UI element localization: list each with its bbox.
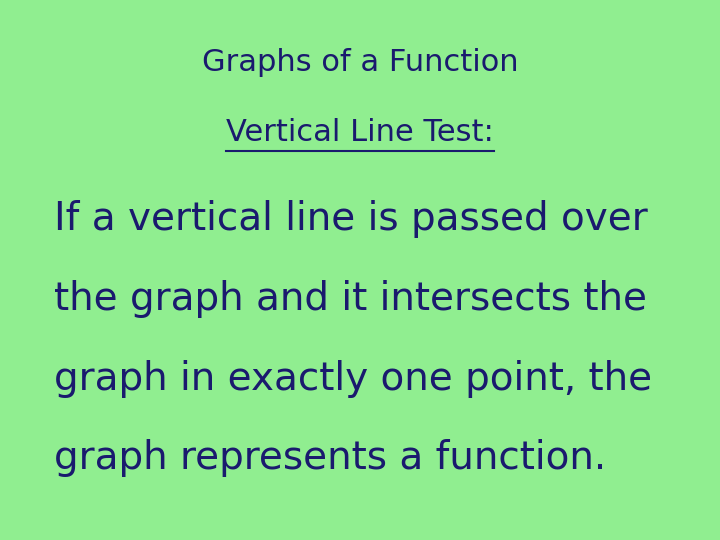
Text: graph represents a function.: graph represents a function.	[54, 440, 606, 477]
Text: the graph and it intersects the: the graph and it intersects the	[54, 280, 647, 318]
Text: Graphs of a Function: Graphs of a Function	[202, 48, 518, 77]
Text: Vertical Line Test:: Vertical Line Test:	[226, 118, 494, 147]
Text: If a vertical line is passed over: If a vertical line is passed over	[54, 200, 648, 238]
Text: graph in exactly one point, the: graph in exactly one point, the	[54, 360, 652, 397]
